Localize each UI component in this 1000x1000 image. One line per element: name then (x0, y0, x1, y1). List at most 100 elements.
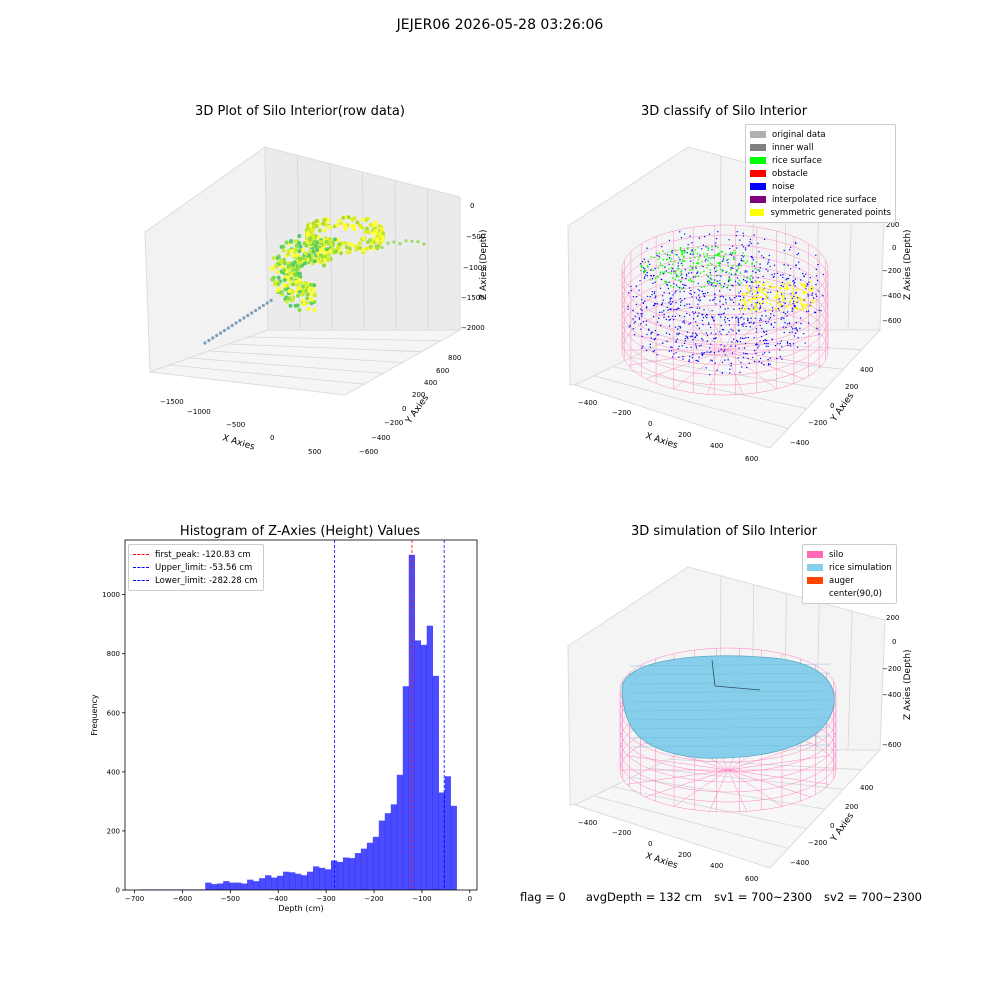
histogram-bars (139, 554, 457, 890)
histogram-bar (336, 861, 344, 890)
histogram-xtick-label: −700 (125, 895, 144, 903)
legend-label: first_peak: -120.83 cm (155, 549, 251, 560)
legend-swatch (750, 170, 766, 177)
legend-label: rice surface (772, 155, 822, 166)
histogram-xtick-label: −300 (317, 895, 336, 903)
histogram-bar (342, 857, 350, 890)
legend-item: symmetric generated points (750, 206, 891, 219)
histogram-bar (372, 836, 380, 890)
legend-item: original data (750, 128, 891, 141)
histogram-ytick-label: 800 (107, 650, 120, 658)
histogram-ytick-label: 400 (107, 768, 120, 776)
legend-item: noise (750, 180, 891, 193)
legend-label: symmetric generated points (770, 207, 891, 218)
histogram-bar (301, 875, 308, 890)
legend-item: Lower_limit: -282.28 cm (133, 574, 259, 587)
histogram-ytick-label: 0 (116, 887, 120, 895)
legend-swatch (807, 551, 823, 558)
sv2-text: sv2 = 700~2300 (824, 890, 922, 904)
legend-item: interpolated rice surface (750, 193, 891, 206)
histogram-bar (235, 882, 242, 890)
figure-title: JEJER06 2026-05-28 03:26:06 (396, 17, 604, 33)
histogram-xtick-label: −400 (269, 895, 288, 903)
histogram-reference-lines (334, 540, 445, 890)
legend-item: Upper_limit: -53.56 cm (133, 561, 259, 574)
histogram-ytick-label: 1000 (102, 591, 120, 599)
legend-label: rice simulation (829, 562, 892, 573)
histogram-bar (312, 866, 320, 890)
histogram-bar (259, 878, 266, 890)
simulation-panel-title: 3D simulation of Silo Interior (631, 524, 817, 539)
histogram-bar (241, 883, 248, 890)
legend-swatch (750, 131, 766, 138)
histogram-bar (205, 882, 212, 890)
histogram-bar (402, 686, 410, 890)
classify-panel-title: 3D classify of Silo Interior (640, 104, 808, 119)
histogram-bar (253, 881, 260, 890)
histogram-xtick-label: −500 (221, 895, 240, 903)
histogram-bar (295, 873, 302, 890)
histogram-bar (426, 625, 434, 890)
histogram-xtick-label: −600 (173, 895, 192, 903)
histogram-ytick-label: 200 (107, 827, 120, 835)
legend-swatch (807, 590, 823, 597)
histogram-bar (289, 872, 296, 890)
histogram-bar (348, 858, 356, 890)
legend-swatch (750, 157, 766, 164)
histogram-xtick-label: 0 (468, 895, 472, 903)
histogram-bar (277, 875, 284, 890)
legend-item: inner wall (750, 141, 891, 154)
legend-label: original data (772, 129, 826, 140)
histogram-bar (414, 640, 422, 890)
flag-text: flag = 0 (520, 890, 566, 904)
histogram-bar (450, 805, 457, 890)
legend-swatch (807, 577, 823, 584)
legend-label: noise (772, 181, 795, 192)
legend-item: rice simulation (807, 561, 892, 574)
histogram-bar (420, 644, 428, 890)
legend-label: Upper_limit: -53.56 cm (155, 562, 253, 573)
histogram-bar (438, 792, 445, 890)
histogram-bar (217, 883, 224, 890)
sv1-text: sv1 = 700~2300 (714, 890, 813, 904)
legend-label: center(90,0) (829, 588, 882, 599)
legend-label: auger (829, 575, 854, 586)
histogram-bar (247, 879, 254, 890)
legend-label: Lower_limit: -282.28 cm (155, 575, 258, 586)
legend-line (133, 554, 149, 555)
legend-label: silo (829, 549, 844, 560)
legend-item: first_peak: -120.83 cm (133, 548, 259, 561)
histogram-bar (396, 774, 404, 890)
legend-item: auger (807, 574, 892, 587)
histogram-frame (124, 539, 478, 891)
histogram-bar (354, 853, 362, 890)
histogram-bar (265, 875, 272, 890)
legend-item: silo (807, 548, 892, 561)
histogram-bar (283, 871, 290, 890)
histogram-legend: first_peak: -120.83 cm Upper_limit: -53.… (128, 544, 264, 591)
histogram-bar (306, 871, 314, 890)
legend-line (133, 567, 149, 568)
histogram-xaxis: −700 −600 −500 −400 −300 −200 −100 0 (125, 890, 472, 903)
histogram-bar (366, 842, 374, 890)
legend-swatch (750, 183, 766, 190)
histogram-ytick-label: 600 (107, 709, 120, 717)
legend-label: inner wall (772, 142, 814, 153)
histogram-bar (318, 867, 326, 890)
histogram-bar (378, 820, 386, 890)
histogram-ylabel: Frequency (90, 694, 99, 736)
histogram-xtick-label: −200 (364, 895, 383, 903)
status-footer: flag = 0 avgDepth = 132 cm sv1 = 700~2300 s… (520, 890, 934, 904)
histogram-bar (330, 860, 338, 890)
classify-legend: original data inner wall rice surface ob… (745, 124, 896, 223)
histogram-bar (384, 813, 392, 890)
histogram-bar (360, 848, 368, 890)
histogram-bar (324, 869, 332, 890)
histogram-bar (444, 776, 451, 890)
legend-item: rice surface (750, 154, 891, 167)
histogram-bar (211, 884, 218, 890)
histogram-bar (271, 877, 278, 890)
histogram-xlabel: Depth (cm) (278, 904, 323, 913)
simulation-legend: silo rice simulation auger center(90,0) (802, 544, 897, 604)
